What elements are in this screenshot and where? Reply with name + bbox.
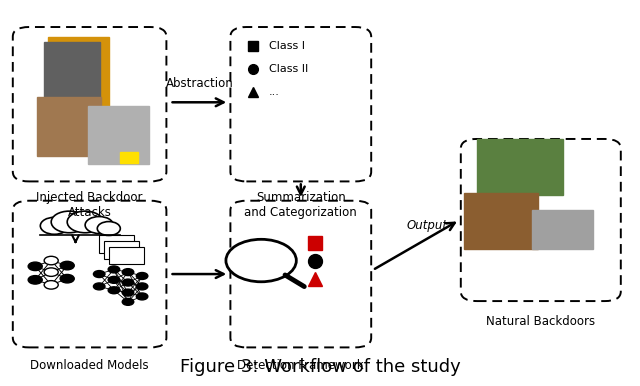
Bar [532,210,593,249]
Bar [464,193,538,249]
Text: Figure 3: Workflow of the study: Figure 3: Workflow of the study [180,358,460,376]
Circle shape [122,298,134,305]
Circle shape [93,271,105,278]
FancyBboxPatch shape [230,201,371,347]
Bar [40,223,120,237]
Circle shape [44,268,58,276]
Text: Abstraction: Abstraction [166,76,234,90]
Bar [99,235,134,253]
Circle shape [28,262,42,271]
Text: Class I: Class I [269,41,305,51]
Circle shape [85,217,113,234]
Text: ...: ... [269,87,280,97]
Bar [44,42,100,98]
Circle shape [237,266,255,276]
Bar [109,247,144,264]
Circle shape [255,254,273,265]
Bar [48,37,109,108]
Circle shape [122,289,134,296]
Bar [37,96,101,156]
Text: Class II: Class II [269,64,308,74]
Bar [477,139,563,195]
Circle shape [237,242,255,253]
Circle shape [93,283,105,290]
Circle shape [237,254,255,265]
Text: Summarization
and Categorization: Summarization and Categorization [244,191,357,219]
Circle shape [44,256,58,265]
Circle shape [136,293,148,300]
Circle shape [122,269,134,276]
Circle shape [60,261,74,270]
Circle shape [136,273,148,279]
Bar [88,106,149,164]
Circle shape [60,274,74,283]
Circle shape [44,281,58,289]
Bar [104,241,139,259]
Circle shape [40,217,68,234]
FancyBboxPatch shape [461,139,621,301]
Text: Downloaded Models: Downloaded Models [30,359,149,372]
Circle shape [108,276,120,283]
Circle shape [28,276,42,284]
Circle shape [255,242,273,253]
Circle shape [255,266,273,276]
FancyBboxPatch shape [230,27,371,181]
Circle shape [108,287,120,294]
FancyBboxPatch shape [13,27,166,181]
FancyBboxPatch shape [13,201,166,347]
Text: Detection Framework: Detection Framework [237,359,364,372]
Circle shape [108,266,120,273]
Circle shape [122,279,134,286]
Circle shape [136,283,148,290]
Circle shape [97,222,120,235]
Text: Injected Backdoor
Attacks: Injected Backdoor Attacks [36,191,143,219]
Text: Natural Backdoors: Natural Backdoors [486,315,595,328]
Circle shape [226,239,296,282]
Circle shape [67,211,103,233]
Bar [120,152,138,163]
Text: Output: Output [407,218,448,232]
Circle shape [51,211,87,233]
